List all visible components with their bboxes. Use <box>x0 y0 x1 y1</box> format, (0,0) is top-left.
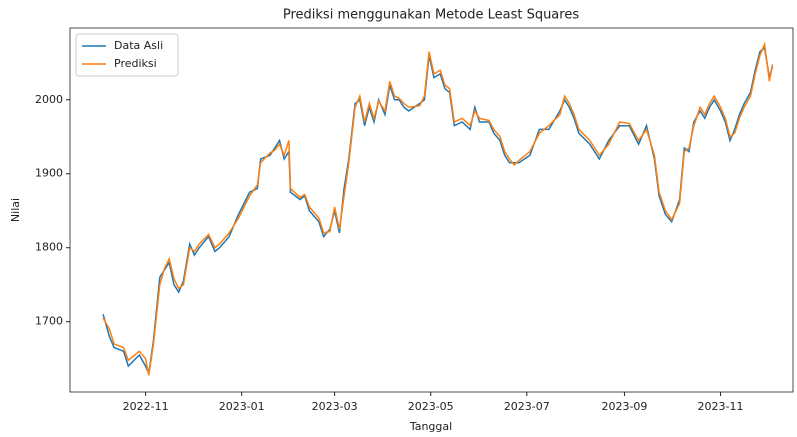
plot-frame <box>69 27 794 393</box>
chart-title: Prediksi menggunakan Metode Least Square… <box>283 8 579 23</box>
y-tick-label: 2000 <box>35 93 63 106</box>
legend-label: Data Asli <box>114 39 163 52</box>
series-line <box>102 41 774 376</box>
y-axis-label: Nilai <box>9 198 22 222</box>
x-tick-label: 2023-03 <box>312 400 358 413</box>
x-tick-label: 2023-09 <box>601 400 647 413</box>
y-tick-label: 1800 <box>35 241 63 254</box>
x-tick-label: 2023-07 <box>504 400 550 413</box>
x-tick-label: 2023-11 <box>698 400 744 413</box>
legend-label: Prediksi <box>114 57 157 70</box>
x-tick-label: 2023-01 <box>219 400 265 413</box>
x-tick-label: 2022-11 <box>123 400 169 413</box>
legend-box <box>75 33 179 77</box>
y-tick-label: 1700 <box>35 315 63 328</box>
x-tick-label: 2023-05 <box>408 400 454 413</box>
y-tick-label: 1900 <box>35 167 63 180</box>
series-line <box>102 46 774 377</box>
x-axis-label: Tanggal <box>409 420 452 433</box>
